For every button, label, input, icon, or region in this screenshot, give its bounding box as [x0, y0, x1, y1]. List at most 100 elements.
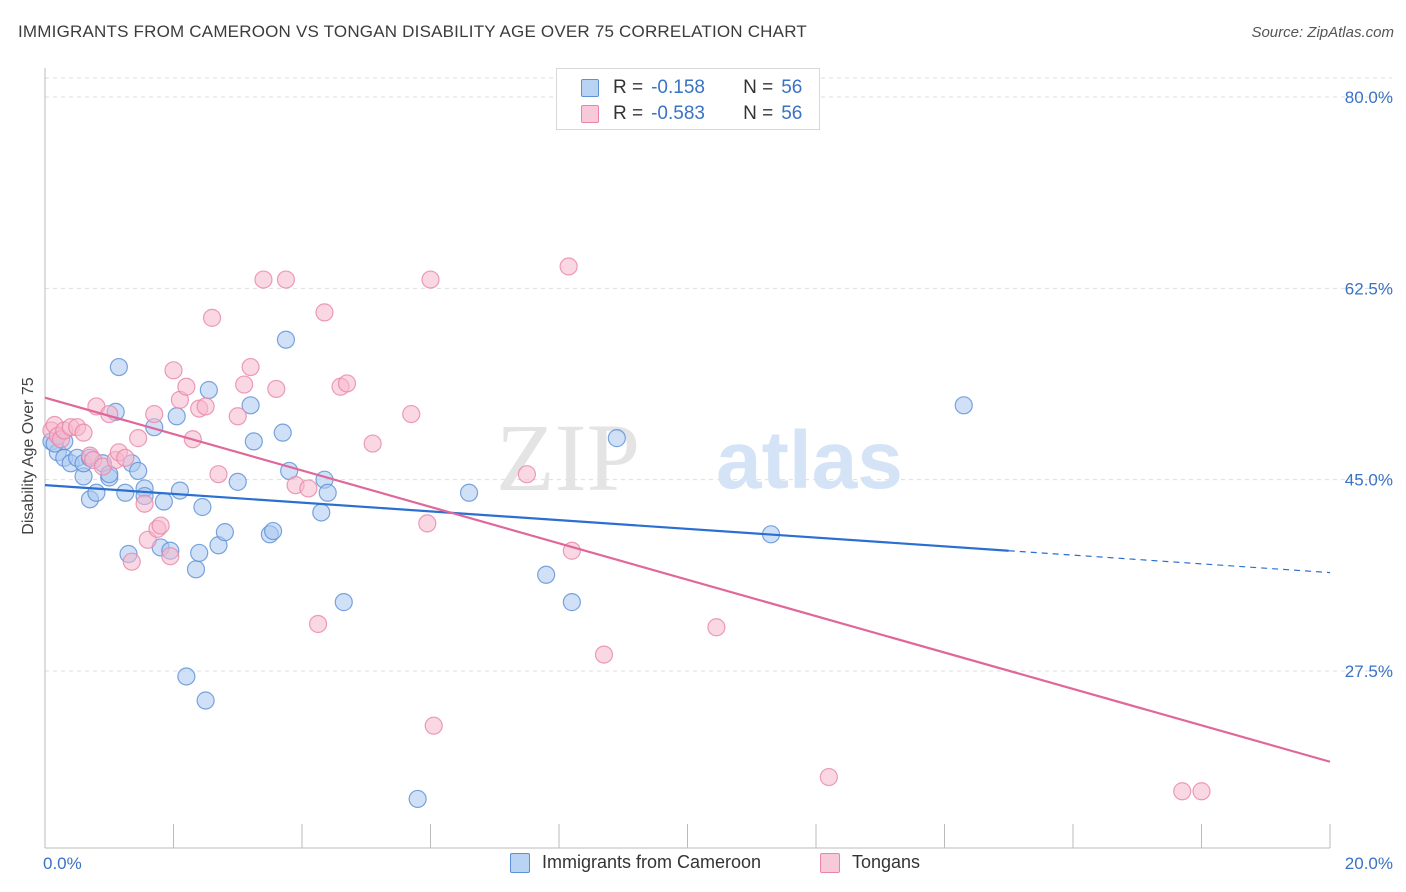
data-point [276, 270, 296, 289]
data-point [129, 461, 148, 481]
data-point [254, 270, 273, 289]
watermark-atlas: atlas [716, 415, 903, 506]
r-value: -0.583 [651, 103, 705, 124]
swatch-pink [581, 105, 599, 123]
data-point [235, 375, 254, 394]
data-point [421, 270, 440, 289]
data-point [607, 429, 626, 448]
data-point [202, 308, 222, 327]
legend-swatch-pink [820, 852, 840, 873]
legend-item-cameroon[interactable]: Immigrants from Cameroon [510, 852, 761, 873]
data-point [315, 303, 334, 322]
data-point [459, 483, 479, 502]
data-point [129, 429, 148, 448]
data-point [594, 645, 614, 664]
data-point [193, 497, 212, 517]
data-point [116, 448, 135, 467]
data-point [167, 407, 186, 426]
data-point [190, 543, 209, 563]
x-tick-label: 20.0% [1345, 854, 1393, 873]
data-point [318, 483, 337, 502]
data-point [135, 494, 154, 513]
series-cameroon-points [42, 330, 973, 809]
data-point [87, 483, 106, 502]
data-point [267, 379, 286, 399]
data-point [244, 432, 263, 451]
data-point [116, 483, 135, 502]
trendline-cameroon-extension [1008, 550, 1331, 574]
y-tick-label: 45.0% [1345, 471, 1393, 490]
watermark-zip: ZIP [496, 404, 640, 511]
trendline-cameroon [44, 484, 1009, 552]
data-point [819, 767, 838, 787]
data-point [164, 361, 183, 380]
data-point [418, 514, 437, 533]
trendline-tongans [44, 396, 1331, 763]
trendlines [44, 396, 1331, 763]
data-point [312, 503, 331, 522]
watermark: ZIP atlas [496, 404, 903, 511]
legend-swatch-blue [510, 852, 530, 873]
n-value: 56 [781, 77, 803, 98]
data-point [151, 516, 170, 535]
x-tick-labels: 0.0% 20.0% [43, 854, 1393, 873]
data-point [241, 357, 260, 377]
data-point [241, 396, 260, 415]
y-axis-label: Disability Age Over 75 [20, 377, 37, 535]
data-point [954, 396, 973, 415]
r-value: -0.158 [651, 77, 705, 98]
data-point [707, 618, 726, 637]
data-point [122, 552, 141, 571]
stats-legend: R = -0.158 N = 56 R = -0.583 N = 56 [556, 68, 820, 130]
data-point [215, 523, 234, 542]
data-point [308, 614, 328, 634]
legend-label: Immigrants from Cameroon [542, 852, 762, 872]
data-point [408, 789, 427, 809]
data-point [276, 330, 296, 349]
data-point [1173, 782, 1192, 801]
swatch-blue [581, 79, 599, 97]
data-point [273, 423, 292, 442]
data-point [161, 547, 180, 566]
data-point [109, 357, 128, 377]
legend-item-tongans[interactable]: Tongans [820, 852, 920, 873]
data-point [154, 492, 173, 511]
y-tick-labels: 80.0% 62.5% 45.0% 27.5% [1345, 88, 1393, 681]
series-tongans-points [42, 257, 1211, 801]
data-point [196, 691, 215, 710]
data-point [199, 380, 218, 400]
r-label: R = [613, 77, 644, 98]
n-label: N = [743, 77, 774, 98]
data-point [334, 593, 353, 612]
data-point [228, 407, 247, 426]
stats-row-cameroon: R = -0.158 N = 56 [581, 75, 802, 101]
data-point [177, 377, 196, 396]
y-tick-label: 80.0% [1345, 88, 1393, 107]
data-point [209, 465, 228, 484]
stats-row-tongans: R = -0.583 N = 56 [581, 101, 802, 127]
n-value: 56 [781, 103, 803, 124]
data-point [170, 481, 190, 500]
chart-title: IMMIGRANTS FROM CAMEROON VS TONGAN DISAB… [18, 22, 807, 41]
y-tick-label: 62.5% [1345, 279, 1393, 298]
data-point [299, 479, 318, 498]
data-point [559, 257, 578, 276]
data-point [186, 560, 206, 579]
r-label: R = [613, 103, 644, 124]
data-point [228, 472, 247, 491]
data-point [517, 465, 536, 484]
axes [44, 68, 1331, 849]
data-point [562, 593, 581, 612]
data-point [337, 374, 357, 393]
data-point [145, 404, 164, 424]
data-point [537, 565, 556, 584]
y-tick-label: 27.5% [1345, 662, 1393, 681]
data-point [402, 404, 421, 424]
data-point [363, 434, 382, 453]
data-point [196, 397, 215, 416]
data-point [177, 667, 196, 686]
series-legend: Immigrants from Cameroon Tongans [0, 852, 1406, 878]
data-point [263, 521, 283, 541]
data-point [74, 423, 93, 442]
